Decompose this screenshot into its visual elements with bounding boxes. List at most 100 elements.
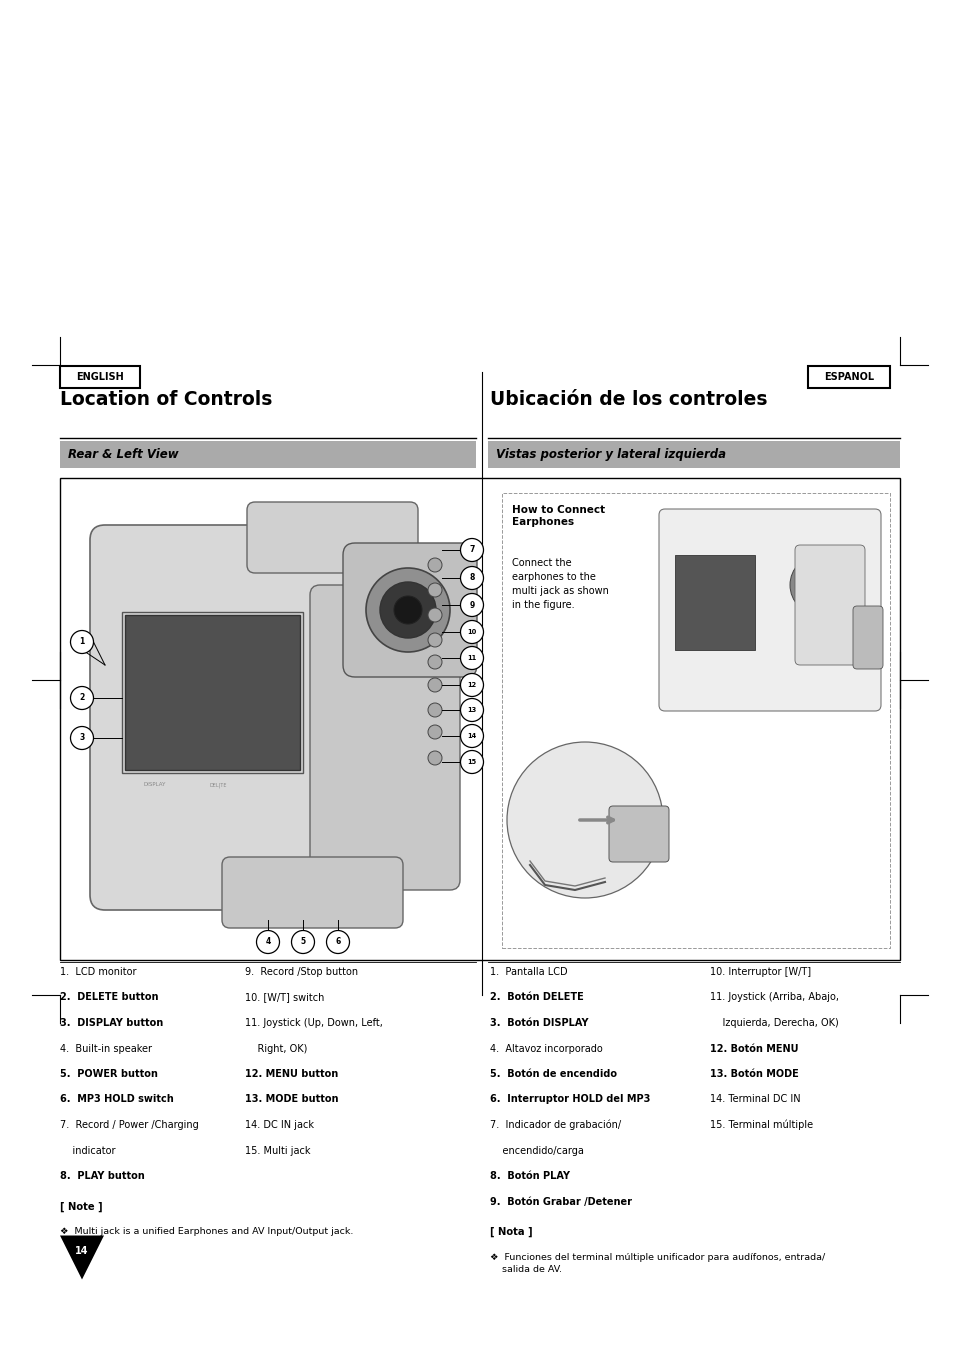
FancyBboxPatch shape xyxy=(794,545,864,666)
Text: 2: 2 xyxy=(79,694,85,702)
Text: 14: 14 xyxy=(75,1246,89,1257)
Text: 2.  Botón DELETE: 2. Botón DELETE xyxy=(490,992,583,1003)
Text: DEL|TE: DEL|TE xyxy=(209,782,227,787)
Bar xyxy=(807,366,889,387)
Text: 9: 9 xyxy=(469,601,475,609)
Circle shape xyxy=(460,674,483,697)
Circle shape xyxy=(460,698,483,721)
FancyBboxPatch shape xyxy=(247,502,417,572)
Text: Ubicación de los controles: Ubicación de los controles xyxy=(490,390,767,409)
Circle shape xyxy=(460,725,483,748)
Text: 10. Interruptor [W/T]: 10. Interruptor [W/T] xyxy=(709,967,810,977)
Circle shape xyxy=(366,568,450,652)
Text: 5: 5 xyxy=(300,937,305,946)
Text: 5.  POWER button: 5. POWER button xyxy=(60,1069,157,1079)
Text: ESPANOL: ESPANOL xyxy=(823,373,873,382)
Text: 1.  Pantalla LCD: 1. Pantalla LCD xyxy=(490,967,567,977)
Text: 7.  Record / Power /Charging: 7. Record / Power /Charging xyxy=(60,1120,198,1130)
Circle shape xyxy=(428,703,441,717)
Text: 8: 8 xyxy=(469,574,475,582)
Text: 10. [W/T] switch: 10. [W/T] switch xyxy=(245,992,324,1003)
Text: 6.  Interruptor HOLD del MP3: 6. Interruptor HOLD del MP3 xyxy=(490,1095,650,1104)
Text: 7: 7 xyxy=(469,545,475,555)
FancyBboxPatch shape xyxy=(659,509,880,711)
Circle shape xyxy=(326,930,349,953)
Text: DISPLAY: DISPLAY xyxy=(144,782,166,787)
Bar xyxy=(488,441,899,468)
FancyBboxPatch shape xyxy=(222,857,402,927)
Circle shape xyxy=(460,751,483,774)
Text: Vistas posterior y lateral izquierda: Vistas posterior y lateral izquierda xyxy=(496,448,725,460)
Circle shape xyxy=(394,595,421,624)
Text: 3: 3 xyxy=(79,733,85,743)
Text: 11. Joystick (Up, Down, Left,: 11. Joystick (Up, Down, Left, xyxy=(245,1018,382,1027)
Text: [ Note ]: [ Note ] xyxy=(60,1202,103,1212)
Circle shape xyxy=(428,558,441,572)
Circle shape xyxy=(460,647,483,670)
Circle shape xyxy=(428,655,441,670)
Circle shape xyxy=(801,567,837,603)
Text: 5.  Botón de encendido: 5. Botón de encendido xyxy=(490,1069,617,1079)
Circle shape xyxy=(460,594,483,617)
Text: 9.  Botón Grabar /Detener: 9. Botón Grabar /Detener xyxy=(490,1196,631,1207)
Polygon shape xyxy=(60,1235,104,1280)
FancyBboxPatch shape xyxy=(343,543,476,676)
Text: Connect the
earphones to the
multi jack as shown
in the figure.: Connect the earphones to the multi jack … xyxy=(512,558,608,610)
Bar xyxy=(501,493,889,948)
Text: 10: 10 xyxy=(467,629,476,634)
Text: 1.  LCD monitor: 1. LCD monitor xyxy=(60,967,136,977)
Text: 4.  Altavoz incorporado: 4. Altavoz incorporado xyxy=(490,1044,602,1053)
Text: Rear & Left View: Rear & Left View xyxy=(68,448,178,460)
Text: 3.  DISPLAY button: 3. DISPLAY button xyxy=(60,1018,163,1027)
Circle shape xyxy=(789,555,849,616)
Text: 15. Multi jack: 15. Multi jack xyxy=(245,1146,310,1156)
Circle shape xyxy=(71,687,93,710)
Circle shape xyxy=(428,751,441,765)
Text: 14. Terminal DC IN: 14. Terminal DC IN xyxy=(709,1095,800,1104)
Text: 13. Botón MODE: 13. Botón MODE xyxy=(709,1069,798,1079)
Bar xyxy=(60,478,899,960)
Circle shape xyxy=(460,539,483,562)
Text: 13. MODE button: 13. MODE button xyxy=(245,1095,338,1104)
Text: ❖  Multi jack is a unified Earphones and AV Input/Output jack.: ❖ Multi jack is a unified Earphones and … xyxy=(60,1227,353,1237)
Text: 6: 6 xyxy=(335,937,340,946)
Text: 4.  Built-in speaker: 4. Built-in speaker xyxy=(60,1044,152,1053)
Text: How to Connect
Earphones: How to Connect Earphones xyxy=(512,505,604,528)
Text: 8.  PLAY button: 8. PLAY button xyxy=(60,1170,145,1181)
Circle shape xyxy=(256,930,279,953)
Text: 12: 12 xyxy=(467,682,476,688)
Circle shape xyxy=(71,630,93,653)
Text: 15: 15 xyxy=(467,759,476,765)
Circle shape xyxy=(428,633,441,647)
FancyBboxPatch shape xyxy=(852,606,882,670)
Bar xyxy=(122,612,303,774)
Circle shape xyxy=(428,583,441,597)
Text: 4: 4 xyxy=(265,937,271,946)
Bar xyxy=(60,366,140,387)
Text: 15. Terminal múltiple: 15. Terminal múltiple xyxy=(709,1120,812,1130)
Text: 7.  Indicador de grabación/: 7. Indicador de grabación/ xyxy=(490,1120,620,1130)
Circle shape xyxy=(428,725,441,738)
Text: encendido/carga: encendido/carga xyxy=(490,1146,583,1156)
Circle shape xyxy=(460,567,483,590)
Text: ENGLISH: ENGLISH xyxy=(76,373,124,382)
Text: Izquierda, Derecha, OK): Izquierda, Derecha, OK) xyxy=(709,1018,838,1027)
Circle shape xyxy=(292,930,314,953)
Text: Right, OK): Right, OK) xyxy=(245,1044,307,1053)
Circle shape xyxy=(460,621,483,644)
FancyBboxPatch shape xyxy=(90,525,355,910)
Bar xyxy=(60,441,476,468)
FancyBboxPatch shape xyxy=(310,585,459,890)
Text: 11. Joystick (Arriba, Abajo,: 11. Joystick (Arriba, Abajo, xyxy=(709,992,838,1003)
Text: 2.  DELETE button: 2. DELETE button xyxy=(60,992,158,1003)
FancyBboxPatch shape xyxy=(608,806,668,863)
Text: 8.  Botón PLAY: 8. Botón PLAY xyxy=(490,1170,569,1181)
Text: 6.  MP3 HOLD switch: 6. MP3 HOLD switch xyxy=(60,1095,173,1104)
Circle shape xyxy=(428,678,441,693)
Circle shape xyxy=(379,582,436,639)
Text: 14. DC IN jack: 14. DC IN jack xyxy=(245,1120,314,1130)
Text: 9.  Record /Stop button: 9. Record /Stop button xyxy=(245,967,357,977)
Bar xyxy=(675,555,754,649)
Circle shape xyxy=(428,608,441,622)
Text: ❖  Funciones del terminal múltiple unificador para audífonos, entrada/
    salid: ❖ Funciones del terminal múltiple unific… xyxy=(490,1253,824,1274)
